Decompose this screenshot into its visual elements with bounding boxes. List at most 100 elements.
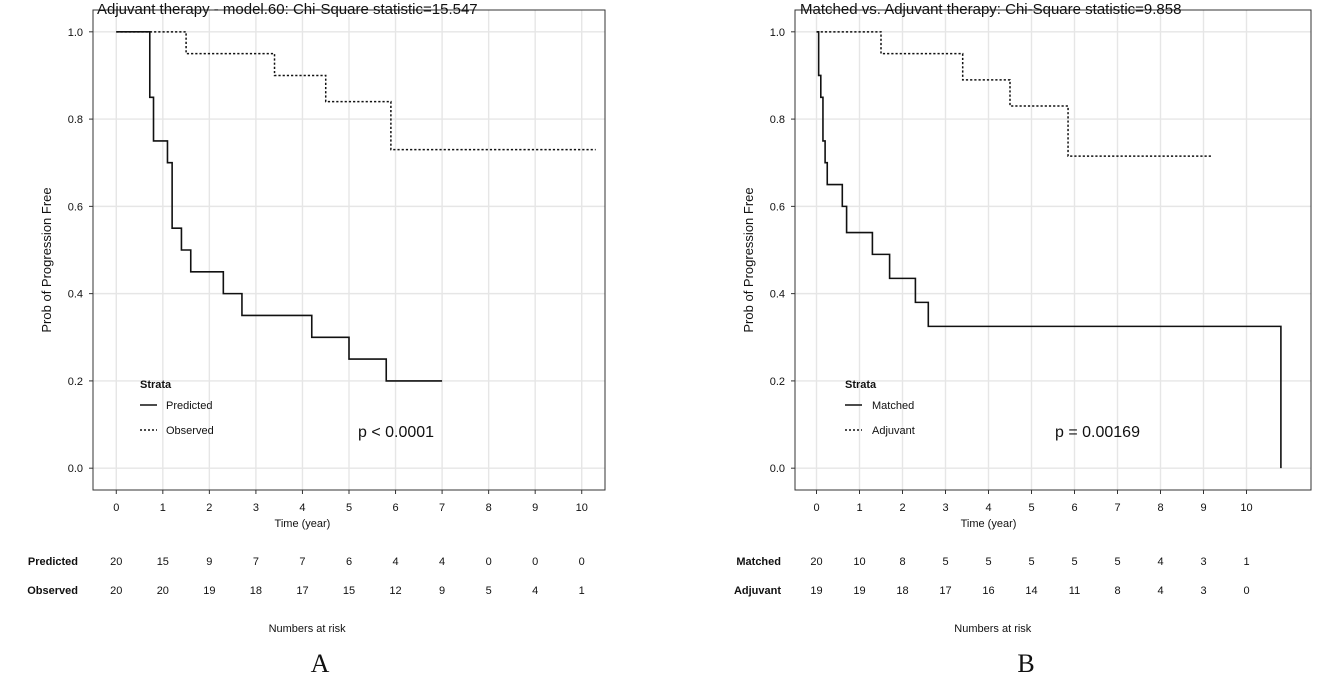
risk-count: 8 (899, 556, 905, 568)
panel-label: A (311, 649, 330, 674)
risk-count: 3 (1200, 585, 1206, 597)
risk-count: 5 (1114, 556, 1120, 568)
risk-count: 17 (296, 585, 308, 597)
p-value-annotation: p < 0.0001 (358, 424, 434, 441)
x-tick-label: 4 (985, 502, 991, 514)
plot-frame (794, 9, 1312, 491)
y-tick-label: 0.6 (68, 201, 83, 213)
risk-count: 20 (810, 556, 822, 568)
risk-row-label: Adjuvant (734, 585, 781, 597)
chart-title: Adjuvant therapy - model.60: Chi-Square … (97, 1, 478, 18)
series-line-matched (816, 31, 1282, 469)
y-tick-label: 1.0 (770, 27, 785, 39)
y-tick-label: 0.4 (770, 289, 785, 301)
x-tick-label: 9 (1200, 502, 1206, 514)
risk-count: 7 (299, 556, 305, 568)
x-tick-label: 1 (160, 502, 166, 514)
x-tick-label: 10 (576, 502, 588, 514)
x-axis-label: Time (year) (961, 518, 1017, 530)
risk-count: 10 (853, 556, 865, 568)
y-tick-label: 0.8 (68, 114, 83, 126)
y-tick-label: 0.6 (770, 201, 785, 213)
risk-count: 6 (346, 556, 352, 568)
x-tick-label: 8 (486, 502, 492, 514)
risk-count: 14 (1025, 585, 1037, 597)
y-tick-label: 1.0 (68, 27, 83, 39)
legend-label: Observed (166, 425, 214, 437)
x-tick-label: 2 (206, 502, 212, 514)
x-tick-label: 6 (1071, 502, 1077, 514)
risk-count: 3 (1200, 556, 1206, 568)
x-tick-label: 8 (1157, 502, 1163, 514)
risk-count: 11 (1069, 585, 1080, 597)
risk-count: 5 (1028, 556, 1034, 568)
risk-count: 19 (203, 585, 215, 597)
legend-label: Adjuvant (872, 425, 915, 437)
y-tick-label: 0.2 (68, 376, 83, 388)
series-line-adjuvant (816, 31, 1213, 157)
risk-count: 5 (942, 556, 948, 568)
legend-title: Strata (845, 379, 877, 391)
risk-row-label: Matched (736, 556, 781, 568)
risk-count: 19 (810, 585, 822, 597)
chart-title: Matched vs. Adjuvant therapy: Chi-Square… (800, 1, 1181, 18)
risk-count: 4 (1157, 585, 1163, 597)
x-tick-label: 2 (899, 502, 905, 514)
risk-count: 0 (486, 556, 492, 568)
risk-table-title: Numbers at risk (954, 623, 1032, 635)
risk-count: 8 (1114, 585, 1120, 597)
risk-count: 1 (1243, 556, 1249, 568)
risk-count: 4 (532, 585, 538, 597)
x-tick-label: 3 (942, 502, 948, 514)
risk-count: 15 (343, 585, 355, 597)
risk-count: 5 (1071, 556, 1077, 568)
legend-title: Strata (140, 379, 172, 391)
risk-count: 0 (1243, 585, 1249, 597)
risk-count: 5 (486, 585, 492, 597)
legend-label: Predicted (166, 400, 212, 412)
x-tick-label: 9 (532, 502, 538, 514)
risk-count: 20 (110, 556, 122, 568)
risk-row-label: Predicted (28, 556, 78, 568)
y-tick-label: 0.0 (770, 463, 785, 475)
risk-count: 20 (110, 585, 122, 597)
risk-count: 0 (532, 556, 538, 568)
risk-count: 19 (853, 585, 865, 597)
x-tick-label: 7 (1114, 502, 1120, 514)
risk-count: 9 (439, 585, 445, 597)
legend-label: Matched (872, 400, 914, 412)
x-tick-label: 6 (392, 502, 398, 514)
y-axis-label: Prob of Progression Free (39, 187, 54, 332)
series-line-observed (116, 31, 596, 151)
y-tick-label: 0.2 (770, 376, 785, 388)
y-axis-label: Prob of Progression Free (741, 187, 756, 332)
x-tick-label: 0 (113, 502, 119, 514)
series-line-predicted (116, 31, 443, 382)
risk-count: 17 (939, 585, 951, 597)
risk-count: 12 (389, 585, 401, 597)
x-tick-label: 7 (439, 502, 445, 514)
risk-count: 4 (392, 556, 398, 568)
x-tick-label: 10 (1240, 502, 1252, 514)
y-tick-label: 0.4 (68, 289, 83, 301)
y-tick-label: 0.0 (68, 463, 83, 475)
risk-count: 16 (982, 585, 994, 597)
x-tick-label: 4 (299, 502, 305, 514)
risk-count: 20 (157, 585, 169, 597)
risk-count: 4 (439, 556, 445, 568)
x-axis-label: Time (year) (275, 518, 331, 530)
x-tick-label: 5 (1028, 502, 1034, 514)
risk-table-title: Numbers at risk (269, 623, 347, 635)
panel-label: B (1017, 649, 1034, 674)
risk-count: 4 (1157, 556, 1163, 568)
p-value-annotation: p = 0.00169 (1055, 424, 1140, 441)
risk-row-label: Observed (27, 585, 78, 597)
risk-count: 0 (579, 556, 585, 568)
x-tick-label: 1 (856, 502, 862, 514)
x-tick-label: 0 (813, 502, 819, 514)
risk-count: 9 (206, 556, 212, 568)
risk-count: 18 (896, 585, 908, 597)
y-tick-label: 0.8 (770, 114, 785, 126)
risk-count: 15 (157, 556, 169, 568)
